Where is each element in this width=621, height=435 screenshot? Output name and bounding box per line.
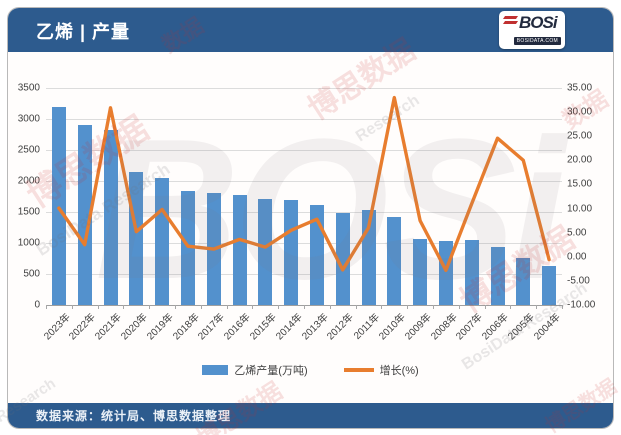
bar-2020年	[129, 171, 144, 305]
y-axis-right-tick: 30.00	[567, 106, 593, 118]
legend: 乙烯产量(万吨) 增长(%)	[0, 362, 621, 378]
bar-2016年	[232, 194, 247, 305]
bar-2019年	[155, 178, 170, 305]
legend-swatch-bar-icon	[202, 365, 229, 375]
y-axis-left-tick: 0	[34, 299, 40, 311]
x-axis-tick	[71, 305, 73, 309]
x-axis-tick	[123, 305, 125, 309]
x-axis-tick	[278, 305, 280, 309]
x-axis-tick	[252, 305, 254, 309]
y-axis-left-tick: 2000	[17, 175, 40, 187]
logo-site-url: BOSIDATA.COM	[513, 37, 561, 45]
bar-2015年	[258, 198, 273, 305]
logo-stripes-icon	[502, 16, 519, 26]
gridline	[46, 88, 562, 89]
bar-2014年	[284, 199, 299, 305]
bar-2009年	[413, 238, 428, 305]
y-axis-right-tick: 5.00	[567, 227, 587, 239]
bar-2023年	[51, 107, 66, 305]
bar-2004年	[542, 266, 557, 305]
x-axis-tick	[226, 305, 228, 309]
logo-text: BOSi	[519, 13, 558, 32]
gridline	[46, 243, 562, 244]
y-axis-right-tick: 15.00	[567, 178, 593, 190]
x-axis-tick	[175, 305, 176, 309]
x-axis-tick	[329, 305, 331, 309]
bar-2022年	[77, 125, 92, 305]
y-axis-left-tick: 3000	[17, 113, 40, 125]
x-axis-tick	[433, 305, 434, 309]
legend-label-production: 乙烯产量(万吨)	[234, 365, 308, 377]
bar-2007年	[464, 240, 479, 305]
x-axis-tick	[381, 305, 383, 309]
bar-2005年	[516, 258, 531, 305]
x-axis-tick	[149, 305, 151, 309]
gridline	[46, 274, 562, 275]
y-axis-left-tick: 1500	[17, 206, 40, 218]
bar-2006年	[490, 246, 505, 305]
x-axis-tick	[536, 305, 538, 309]
x-axis-tick	[200, 305, 202, 309]
y-axis-right-tick: -10.00	[567, 299, 596, 311]
y-axis-left-tick: 3500	[17, 82, 40, 94]
bar-2010年	[387, 217, 402, 305]
x-axis-tick	[46, 305, 47, 309]
x-axis-tick	[458, 305, 460, 309]
legend-item-growth: 增长(%)	[343, 362, 419, 378]
y-axis-left-tick: 2500	[17, 144, 40, 156]
y-axis-right-tick: 25.00	[567, 130, 593, 142]
x-axis-tick	[304, 305, 305, 309]
growth-line	[57, 95, 551, 273]
x-axis-tick	[562, 305, 563, 309]
x-axis-tick	[484, 305, 486, 309]
gridline	[46, 181, 562, 182]
x-axis-tick	[407, 305, 409, 309]
gridline	[46, 119, 562, 120]
x-axis-tick	[510, 305, 512, 309]
bar-2012年	[335, 212, 350, 305]
header-bar: 乙烯 | 产量 BOSi BOSIDATA.COM	[8, 8, 613, 52]
y-axis-left-tick: 500	[23, 268, 40, 280]
y-axis-left-tick: 1000	[17, 237, 40, 249]
legend-swatch-line-icon	[343, 368, 374, 372]
x-axis-tick	[97, 305, 99, 309]
y-axis-right-tick: 35.00	[567, 82, 593, 94]
footer-bar: 数据来源：统计局、博思数据整理	[8, 403, 613, 428]
y-axis-right-tick: 10.00	[567, 203, 593, 215]
page-title: 乙烯 | 产量	[36, 22, 131, 42]
x-axis-tick	[355, 305, 357, 309]
plot-area	[46, 88, 563, 309]
y-axis-right-tick: 0.00	[567, 251, 587, 263]
legend-item-production: 乙烯产量(万吨)	[202, 362, 308, 378]
legend-label-growth: 增长(%)	[379, 365, 419, 377]
bar-2021年	[103, 129, 118, 305]
data-source-text: 数据来源：统计局、博思数据整理	[36, 409, 232, 423]
y-axis-right-tick: -5.00	[567, 275, 590, 287]
gridline	[46, 212, 562, 213]
gridline	[46, 150, 562, 151]
bosi-logo: BOSi BOSIDATA.COM	[499, 11, 565, 49]
y-axis-right-tick: 20.00	[567, 154, 593, 166]
